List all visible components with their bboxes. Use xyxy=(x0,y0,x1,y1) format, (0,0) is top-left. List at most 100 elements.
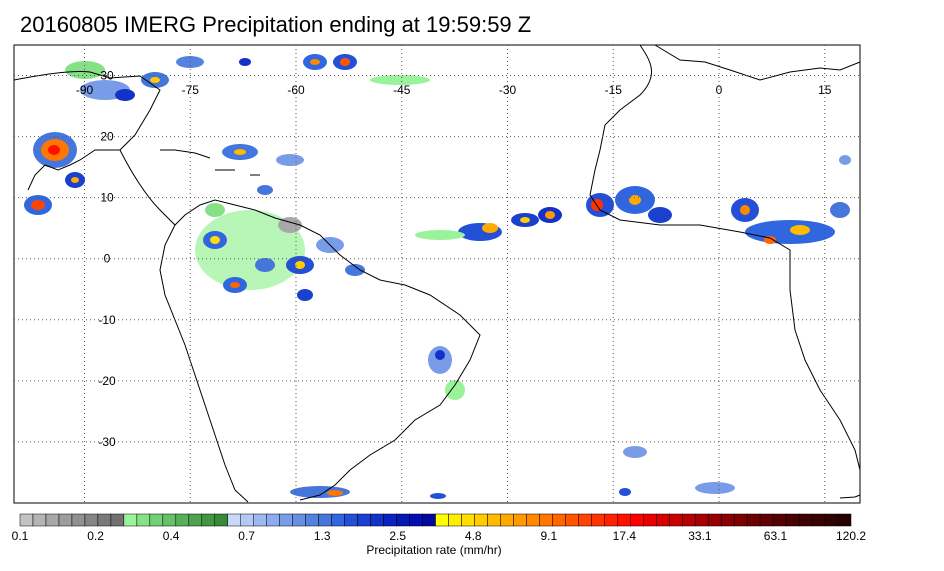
longitude-label: -75 xyxy=(182,83,200,97)
coastlines xyxy=(13,44,861,503)
colorbar-swatch xyxy=(655,513,670,527)
colorbar-swatch xyxy=(383,513,397,527)
map-title: 20160805 IMERG Precipitation ending at 1… xyxy=(20,12,532,37)
colorbar-swatch xyxy=(798,513,813,527)
colorbar-swatch xyxy=(331,513,345,527)
colorbar-swatch xyxy=(746,513,761,527)
colorbar-tick-label: 9.1 xyxy=(540,529,558,543)
colorbar-tick-label: 0.7 xyxy=(238,529,255,543)
colorbar-tick-label: 120.2 xyxy=(835,529,867,543)
latitude-label: 10 xyxy=(100,191,114,205)
colorbar xyxy=(19,513,852,527)
graticule xyxy=(14,45,860,503)
colorbar-swatch xyxy=(578,513,592,527)
longitude-label: -90 xyxy=(76,83,94,97)
colorbar-swatch xyxy=(565,513,579,527)
colorbar-tick-label: 0.4 xyxy=(162,529,180,543)
colorbar-swatch xyxy=(500,513,514,527)
colorbar-tick-label: 17.4 xyxy=(612,529,637,543)
colorbar-swatch xyxy=(409,513,423,527)
colorbar-swatch xyxy=(668,513,683,527)
colorbar-tick-label: 4.8 xyxy=(464,529,482,543)
colorbar-swatch xyxy=(227,513,241,527)
colorbar-swatch xyxy=(292,513,306,527)
latitude-labels: 30 20 10 0 -10 -20 -30 xyxy=(98,69,116,449)
colorbar-swatch xyxy=(591,513,605,527)
colorbar-swatch xyxy=(123,513,138,527)
colorbar-swatch xyxy=(487,513,501,527)
colorbar-swatch xyxy=(824,513,839,527)
colorbar-swatch xyxy=(318,513,332,527)
colorbar-swatch xyxy=(694,513,709,527)
colorbar-swatch xyxy=(19,513,34,527)
colorbar-title: Precipitation rate (mm/hr) xyxy=(366,543,502,557)
latitude-label: 0 xyxy=(104,252,111,266)
colorbar-swatch xyxy=(84,513,99,527)
colorbar-swatch xyxy=(97,513,112,527)
colorbar-tick-label: 33.1 xyxy=(688,529,712,543)
colorbar-swatch xyxy=(474,513,488,527)
colorbar-swatch xyxy=(266,513,280,527)
colorbar-swatch xyxy=(461,513,475,527)
colorbar-swatch xyxy=(396,513,410,527)
colorbar-swatch xyxy=(344,513,358,527)
colorbar-swatch xyxy=(253,513,267,527)
colorbar-swatch xyxy=(707,513,722,527)
map-frame xyxy=(13,44,861,504)
longitude-label: 15 xyxy=(818,83,832,97)
colorbar-swatch xyxy=(811,513,826,527)
colorbar-swatch xyxy=(539,513,553,527)
colorbar-swatch xyxy=(149,513,164,527)
colorbar-swatch xyxy=(201,513,216,527)
colorbar-swatch xyxy=(71,513,86,527)
colorbar-swatch xyxy=(513,513,527,527)
latitude-label: 30 xyxy=(100,69,114,83)
colorbar-swatch xyxy=(305,513,319,527)
colorbar-tick-label: 1.3 xyxy=(313,529,331,543)
colorbar-swatch xyxy=(772,513,787,527)
colorbar-swatch xyxy=(214,513,228,527)
longitude-label: -30 xyxy=(499,83,517,97)
colorbar-swatch xyxy=(681,513,696,527)
latitude-label: -30 xyxy=(98,435,116,449)
colorbar-swatch xyxy=(643,513,657,527)
longitude-label: 0 xyxy=(716,83,723,97)
colorbar-swatch xyxy=(435,513,449,527)
colorbar-swatch xyxy=(526,513,540,527)
colorbar-tick-label: 2.5 xyxy=(389,529,407,543)
colorbar-swatch xyxy=(162,513,177,527)
colorbar-swatch xyxy=(370,513,384,527)
colorbar-swatch xyxy=(58,513,73,527)
latitude-label: 20 xyxy=(100,130,114,144)
latitude-label: -10 xyxy=(98,313,116,327)
longitude-label: -15 xyxy=(605,83,623,97)
colorbar-swatch xyxy=(448,513,462,527)
colorbar-swatch xyxy=(630,513,644,527)
longitude-label: -45 xyxy=(393,83,411,97)
colorbar-swatch xyxy=(136,513,151,527)
colorbar-swatch xyxy=(188,513,203,527)
colorbar-tick-label: 63.1 xyxy=(763,529,788,543)
colorbar-swatch xyxy=(422,513,436,527)
colorbar-swatch xyxy=(357,513,371,527)
colorbar-swatch xyxy=(279,513,293,527)
colorbar-swatch xyxy=(733,513,748,527)
colorbar-swatch xyxy=(720,513,735,527)
colorbar-swatch xyxy=(617,513,631,527)
colorbar-swatch xyxy=(837,513,852,527)
colorbar-swatch xyxy=(32,513,47,527)
colorbar-swatch xyxy=(759,513,774,527)
colorbar-swatch xyxy=(110,513,125,527)
colorbar-swatch xyxy=(175,513,190,527)
colorbar-swatch xyxy=(45,513,60,527)
colorbar-swatch xyxy=(785,513,800,527)
longitude-labels: -90 -75 -60 -45 -30 -15 0 15 xyxy=(76,83,832,97)
colorbar-tick-label: 0.2 xyxy=(87,529,104,543)
latitude-label: -20 xyxy=(98,374,116,388)
colorbar-tick-label: 0.1 xyxy=(11,529,29,543)
colorbar-swatch xyxy=(604,513,618,527)
colorbar-swatch xyxy=(552,513,566,527)
longitude-label: -60 xyxy=(287,83,305,97)
colorbar-swatch xyxy=(240,513,254,527)
